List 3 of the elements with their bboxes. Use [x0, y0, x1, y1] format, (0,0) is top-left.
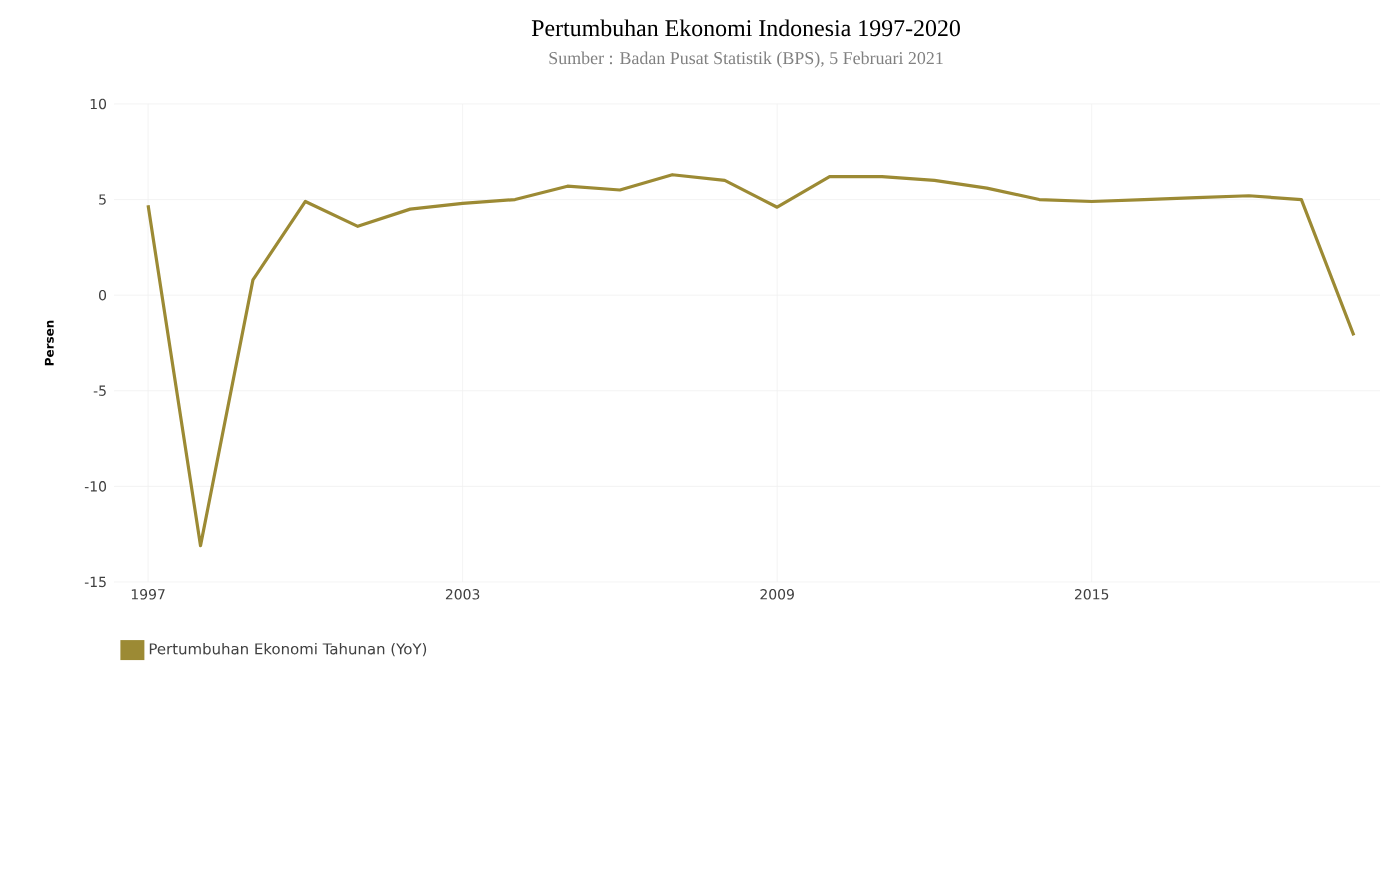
chart-title: Pertumbuhan Ekonomi Indonesia 1997-2020 — [531, 19, 960, 37]
line-series — [146, 173, 1356, 548]
chart-subtitle: Sumber : Badan Pusat Statistik (BPS), 5 Februari 2021 — [549, 51, 943, 68]
